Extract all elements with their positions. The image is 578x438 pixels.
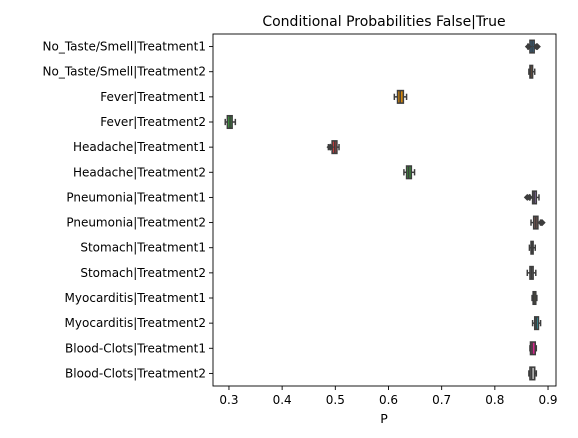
box-group <box>524 39 541 54</box>
box-group <box>531 316 542 331</box>
x-tick-label: 0.9 <box>538 393 557 407</box>
box-group <box>523 190 540 205</box>
x-tick-label: 0.6 <box>379 393 398 407</box>
box-group <box>403 165 416 180</box>
box-group <box>528 240 537 255</box>
y-tick-label: Headache|Treatment1 <box>73 140 206 154</box>
y-tick-label: Myocarditis|Treatment1 <box>65 291 206 305</box>
box-group <box>530 215 546 230</box>
outlier-point <box>524 43 532 51</box>
x-tick-label: 0.4 <box>273 393 292 407</box>
box-group <box>326 140 340 155</box>
box-group <box>528 64 536 79</box>
y-tick-label: Pneumonia|Treatment2 <box>66 216 206 230</box>
y-tick-label: No_Taste/Smell|Treatment2 <box>43 65 207 79</box>
box-iqr <box>529 341 537 356</box>
y-tick-label: Stomach|Treatment2 <box>80 266 206 280</box>
box-iqr <box>529 366 536 381</box>
y-tick-label: Headache|Treatment2 <box>73 165 206 179</box>
x-tick-label: 0.5 <box>326 393 345 407</box>
x-tick-label: 0.3 <box>219 393 238 407</box>
box-group <box>526 265 537 280</box>
box-group <box>224 114 237 130</box>
x-tick-label: 0.7 <box>432 393 451 407</box>
chart-title: Conditional Probabilities False|True <box>262 14 505 30</box>
box-group <box>529 341 538 356</box>
x-axis: 0.3 0.4 0.5 0.6 0.7 0.8 0.9 <box>219 386 558 407</box>
outlier-point <box>533 43 541 51</box>
outlier-point <box>538 219 546 227</box>
y-tick-label: Fever|Treatment1 <box>100 90 206 104</box>
y-tick-label: Fever|Treatment2 <box>100 115 206 129</box>
boxes-layer <box>224 39 546 381</box>
y-tick-label: Blood-Clots|Treatment1 <box>65 341 206 355</box>
y-tick-label: Myocarditis|Treatment2 <box>65 316 206 330</box>
box-group <box>393 89 408 104</box>
y-tick-label: Blood-Clots|Treatment2 <box>65 366 206 380</box>
y-tick-label: Pneumonia|Treatment1 <box>66 190 206 204</box>
y-tick-label: Stomach|Treatment1 <box>80 241 206 255</box>
y-axis: No_Taste/Smell|Treatment1 No_Taste/Smell|… <box>43 40 213 380</box>
plot-frame <box>212 33 557 387</box>
outlier-point <box>525 193 533 201</box>
box-group <box>531 290 538 306</box>
x-tick-label: 0.8 <box>485 393 504 407</box>
x-axis-label: P <box>380 411 388 426</box>
outlier-point <box>327 143 335 151</box>
box-group <box>528 366 538 381</box>
y-tick-label: No_Taste/Smell|Treatment1 <box>43 40 207 54</box>
